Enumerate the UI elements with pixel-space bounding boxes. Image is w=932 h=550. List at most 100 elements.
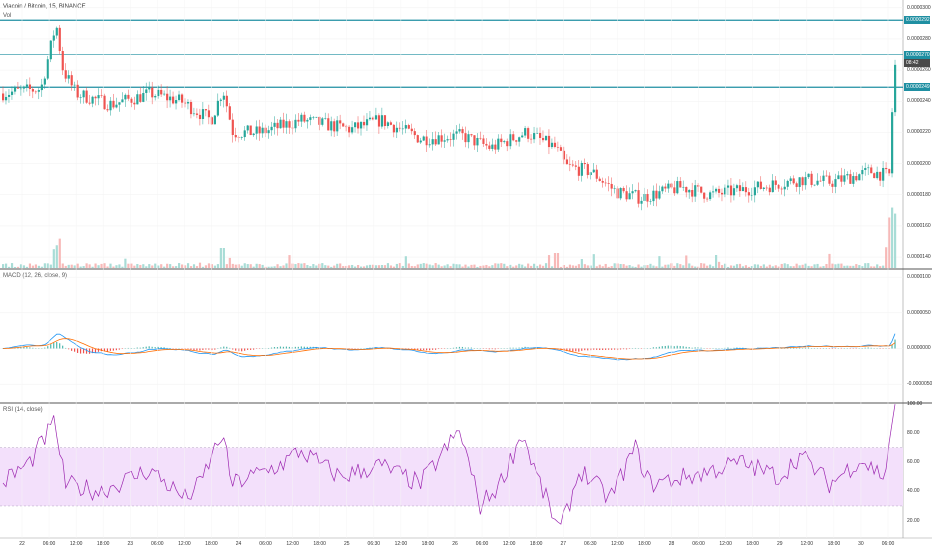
volume-bar (682, 265, 685, 268)
macd-histogram-bar (145, 346, 147, 349)
macd-histogram-bar (205, 348, 207, 350)
candle-body (891, 112, 894, 174)
macd-histogram-bar (127, 347, 129, 349)
volume-bar (133, 265, 136, 268)
candle-body (183, 102, 187, 104)
volume-bar (452, 263, 455, 268)
volume-bar (76, 263, 79, 268)
candle-body (225, 95, 228, 107)
candle-body (321, 118, 324, 125)
volume-bar (744, 265, 748, 268)
volume-bar (309, 266, 312, 268)
time-tick-label: 12:00 (800, 541, 814, 547)
volume-bar (88, 264, 91, 268)
rsi-tick-label: 20.00 (907, 517, 920, 524)
volume-bar (655, 266, 658, 268)
volume-bar (40, 266, 43, 268)
candle-body (16, 87, 20, 89)
volume-bar (213, 265, 216, 268)
candle-body (822, 175, 825, 181)
macd-histogram-bar (112, 348, 114, 351)
volume-bar (506, 266, 509, 268)
macd-histogram-bar (864, 347, 866, 349)
volume-bar (685, 255, 688, 268)
macd-histogram-bar (26, 346, 28, 349)
volume-bar (333, 265, 336, 268)
candle-body (703, 192, 706, 199)
candle-body (876, 171, 879, 179)
candle-body (598, 178, 601, 181)
rsi-tick-label: 80.00 (907, 430, 920, 437)
volume-bar (148, 264, 151, 268)
candle-body (154, 95, 157, 98)
candle-body (607, 183, 610, 184)
candle-body (365, 119, 369, 126)
candle-body (145, 89, 148, 93)
macd-histogram-bar (118, 348, 120, 350)
candle-body (792, 178, 795, 184)
macd-histogram-bar (831, 348, 833, 350)
candle-body (765, 187, 768, 189)
candle-body (813, 184, 816, 186)
candle-body (697, 185, 700, 187)
volume-bar (735, 264, 739, 268)
macd-histogram-bar (106, 348, 109, 352)
macd-tick-label: 0.0000050 (907, 309, 931, 316)
volume-bar (628, 265, 631, 268)
candle-body (419, 140, 422, 143)
macd-histogram-bar (596, 348, 598, 350)
candle-body (282, 119, 285, 128)
candle-body (234, 134, 237, 138)
candle-body (43, 78, 46, 85)
volume-bar (664, 264, 667, 268)
candle-body (622, 188, 625, 192)
volume-bar (810, 266, 813, 268)
macd-histogram-bar (587, 348, 589, 351)
volume-bar (562, 265, 566, 268)
macd-histogram-bar (223, 346, 225, 349)
volume-bar (249, 264, 252, 268)
volume-bar (592, 254, 595, 268)
volume-bar (777, 266, 780, 268)
volume-bar (825, 263, 828, 268)
volume-bar (339, 263, 342, 268)
volume-bar (795, 263, 798, 268)
candle-body (631, 191, 634, 194)
volume-bar (855, 264, 858, 268)
candle-body (744, 187, 748, 193)
volume-bar (273, 266, 276, 268)
candle-body (342, 123, 345, 127)
volume-bar (109, 263, 112, 268)
volume-bar (619, 264, 622, 268)
candle-body (470, 134, 473, 136)
volume-bar (124, 258, 127, 268)
candle-body (401, 128, 404, 130)
candle-body (121, 99, 124, 103)
macd-histogram-bar (276, 347, 279, 349)
volume-bar (321, 263, 324, 268)
candle-body (732, 188, 736, 196)
volume-bar (52, 249, 55, 268)
candle-body (306, 119, 309, 122)
macd-histogram-bar (736, 347, 738, 349)
candle-body (580, 162, 583, 176)
candle-body (610, 183, 613, 189)
time-tick-label: 18:00 (96, 541, 110, 547)
macd-histogram-bar (285, 346, 288, 349)
candle-body (586, 164, 589, 176)
macd-histogram-bar (676, 345, 678, 349)
volume-bar (67, 264, 70, 268)
macd-histogram-bar (798, 347, 801, 349)
volume-bar (625, 265, 628, 268)
candle-body (297, 119, 300, 122)
candle-body (807, 173, 810, 178)
volume-bar (55, 245, 58, 268)
candle-body (67, 75, 70, 79)
volume-bar (178, 263, 181, 268)
macd-histogram-bar (724, 347, 726, 349)
candle-body (786, 180, 789, 187)
volume-bar (446, 264, 449, 268)
macd-histogram-bar (71, 348, 73, 351)
volume-bar (533, 263, 536, 268)
